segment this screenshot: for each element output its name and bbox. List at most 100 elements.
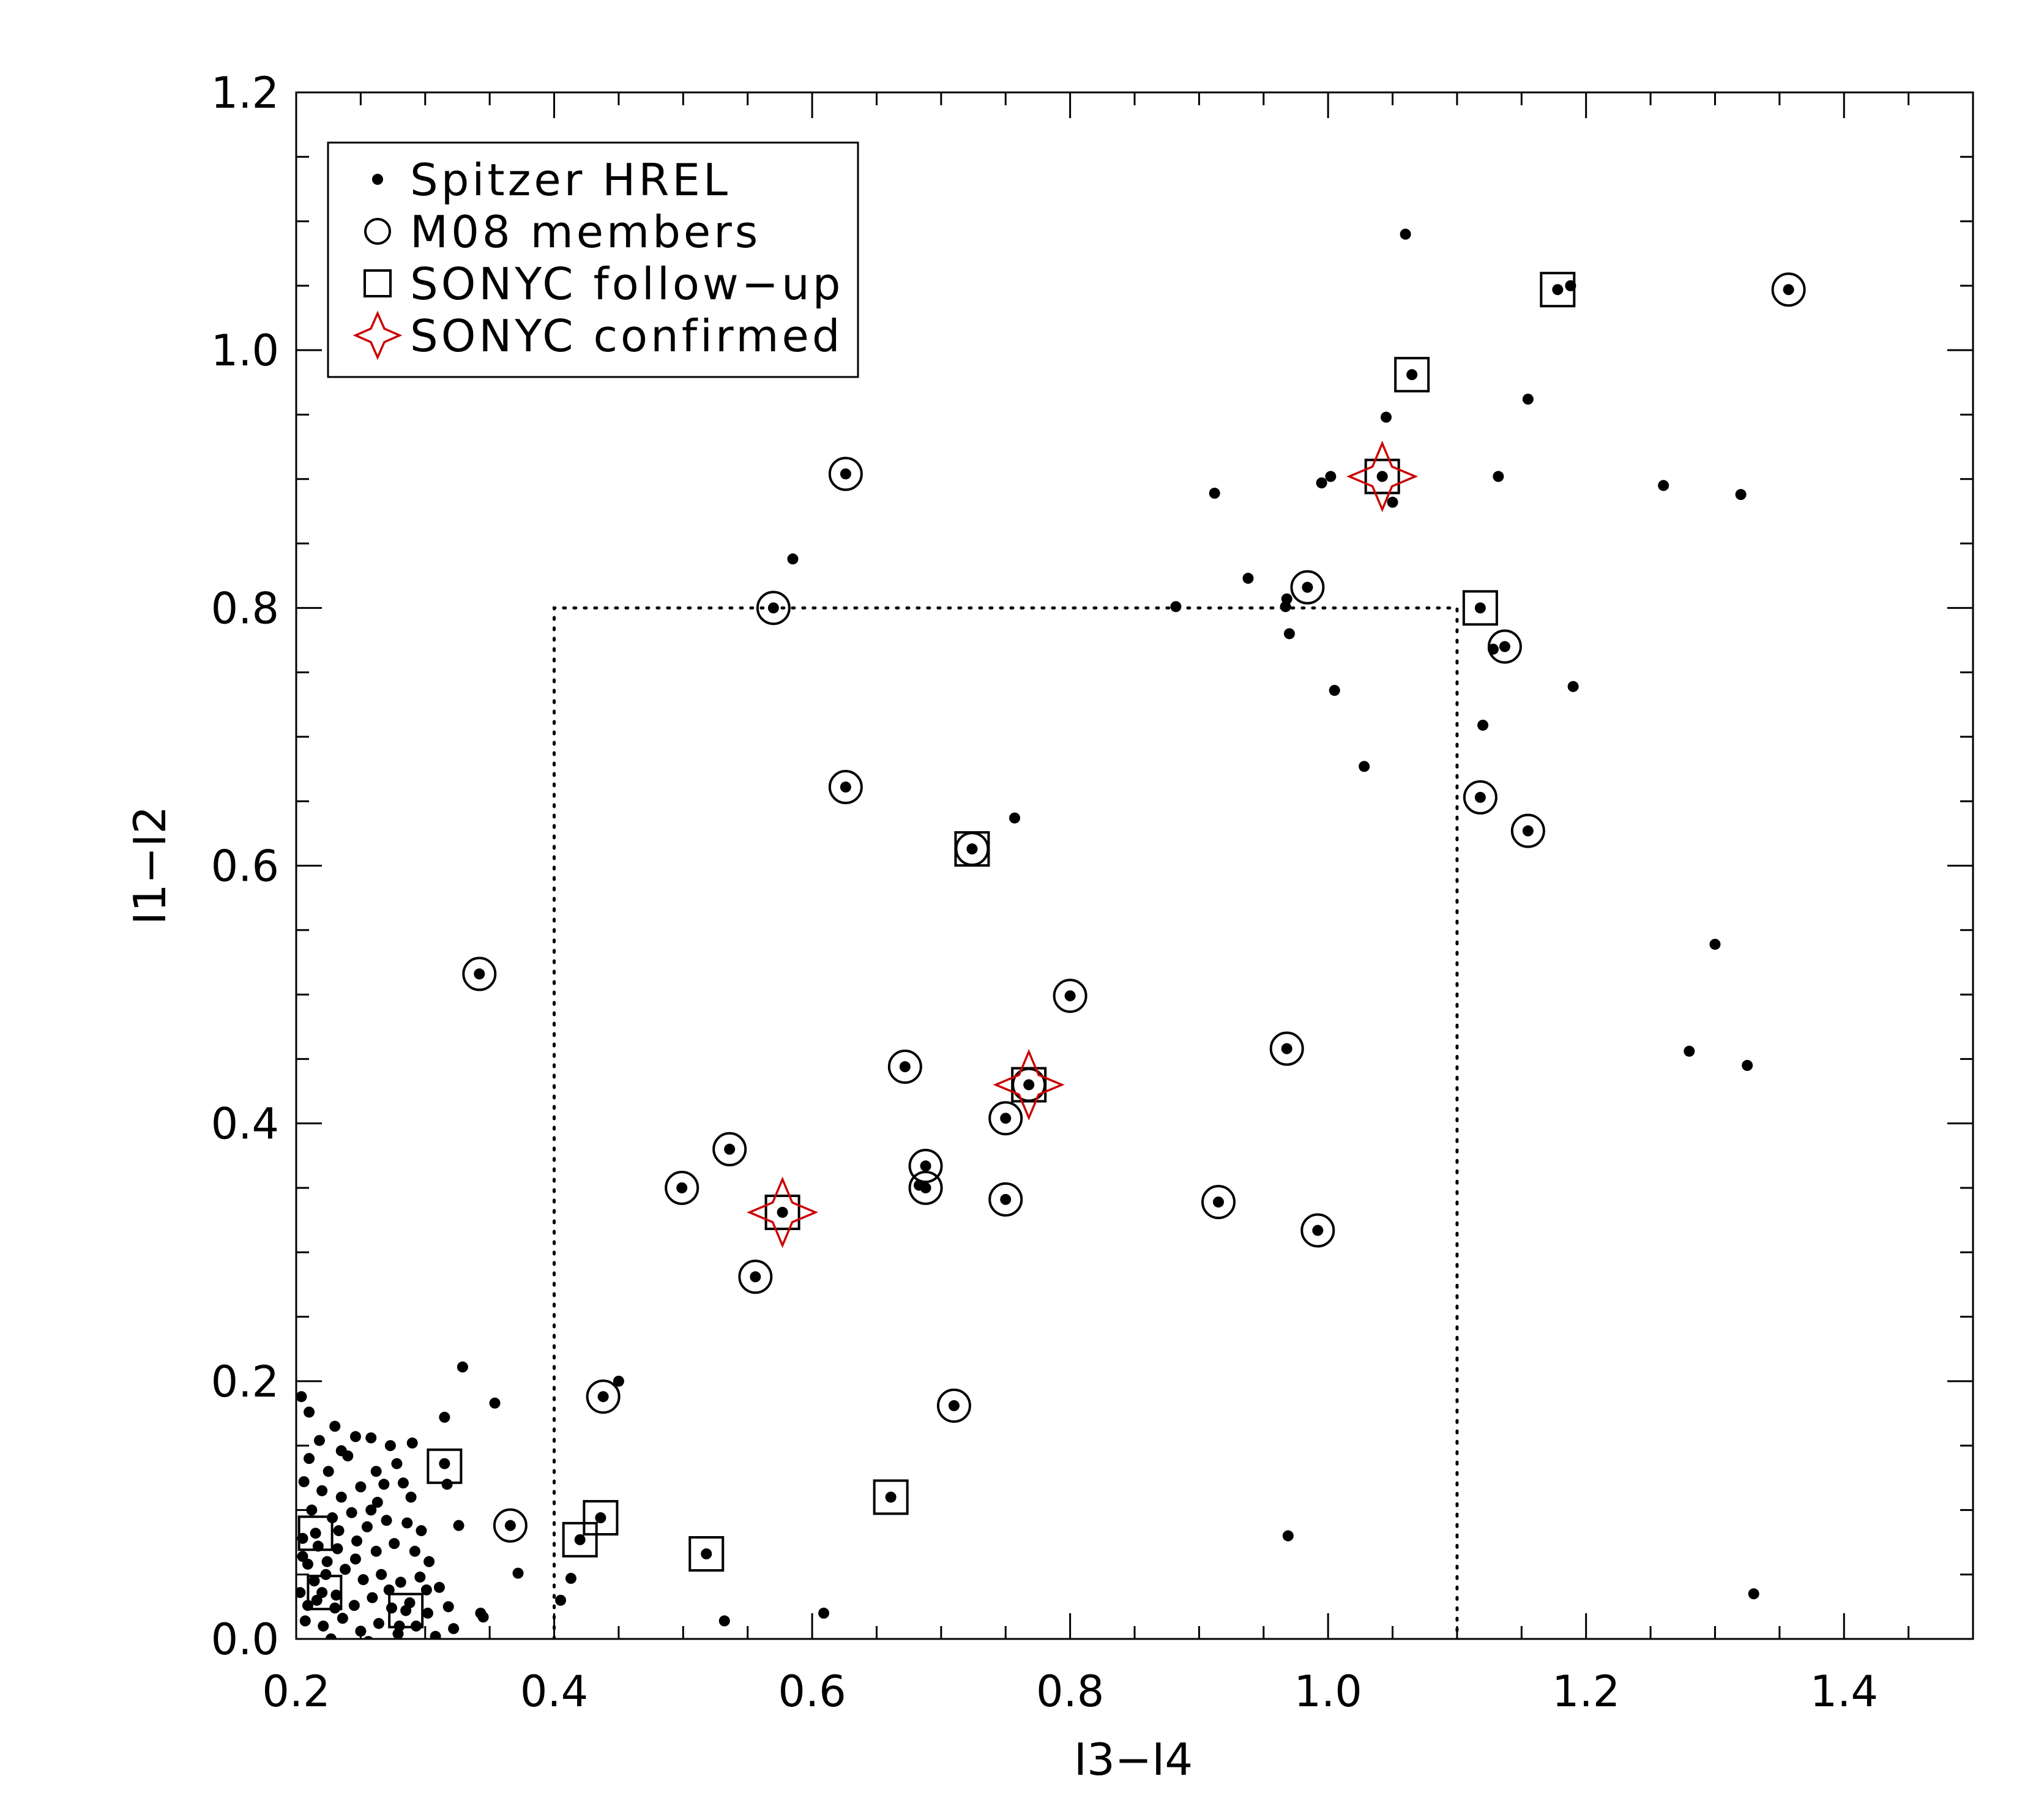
dot-point-39 <box>1281 1043 1292 1054</box>
dot-point-96 <box>397 1477 409 1489</box>
dot-point-126 <box>422 1607 433 1619</box>
dot-point-147 <box>313 1435 325 1446</box>
square-point-14 <box>388 1592 424 1629</box>
plot-marks <box>296 228 1806 1652</box>
circle-point-2 <box>1290 570 1325 605</box>
dot-point-82 <box>349 1431 361 1442</box>
dot-point-149 <box>416 1525 427 1537</box>
dot-point-130 <box>337 1613 348 1624</box>
dot-point-68 <box>701 1548 712 1560</box>
circle-point-10 <box>1053 979 1087 1013</box>
dot-point-69 <box>512 1567 524 1579</box>
square-point-5 <box>1011 1067 1047 1103</box>
dot-point-44 <box>1000 1113 1012 1124</box>
dot-point-118 <box>433 1581 445 1593</box>
dot-point-17 <box>1242 572 1254 584</box>
circle-point-25 <box>493 1508 528 1543</box>
dot-point-102 <box>401 1517 413 1529</box>
circle-point-12 <box>887 1050 922 1084</box>
series-square <box>297 272 1576 1629</box>
x-tick-label: 1.0 <box>1294 1666 1362 1717</box>
series-dot <box>296 228 1794 1652</box>
dot-point-72 <box>818 1607 830 1619</box>
dot-point-143 <box>316 1587 328 1599</box>
x-axis-label: I3−I4 <box>1074 1734 1193 1785</box>
circle-point-23 <box>586 1379 621 1414</box>
circle-point-4 <box>1487 629 1522 664</box>
dot-point-89 <box>370 1466 382 1477</box>
square-point-1 <box>1394 357 1430 393</box>
dot-point-78 <box>1596 1641 1607 1652</box>
dot-point-54 <box>750 1271 761 1283</box>
dot-point-146 <box>439 1458 450 1469</box>
dot-point-119 <box>296 1587 306 1599</box>
dot-point-117 <box>414 1571 426 1583</box>
x-tick-label: 0.2 <box>262 1666 330 1717</box>
dot-point-77 <box>1748 1588 1759 1600</box>
dot-point-58 <box>489 1397 501 1409</box>
series-star4 <box>747 441 1419 1248</box>
dot-point-1 <box>1552 284 1564 296</box>
dot-point-93 <box>335 1491 347 1503</box>
dot-point-61 <box>441 1479 453 1490</box>
dot-point-16 <box>787 553 799 565</box>
y-tick-label: 1.0 <box>211 326 279 376</box>
dot-point-92 <box>316 1485 328 1496</box>
circle-point-7 <box>1510 813 1545 848</box>
circle-point-24 <box>936 1388 971 1423</box>
dot-point-60 <box>439 1411 450 1423</box>
dot-point-55 <box>613 1375 624 1387</box>
dot-point-13 <box>1376 471 1388 482</box>
dot-point-22 <box>767 602 779 614</box>
square-point-4 <box>954 831 990 867</box>
dot-point-94 <box>355 1481 367 1493</box>
legend-dot-icon <box>372 174 383 185</box>
dot-point-27 <box>1567 681 1579 692</box>
star4-point-1 <box>993 1048 1065 1121</box>
dot-point-142 <box>310 1528 321 1539</box>
dot-point-41 <box>1742 1059 1753 1071</box>
circle-point-18 <box>665 1170 699 1205</box>
dot-point-136 <box>448 1623 460 1635</box>
square-point-10 <box>562 1521 598 1558</box>
square-point-3 <box>1462 590 1498 626</box>
dot-point-43 <box>1023 1079 1035 1091</box>
dot-point-67 <box>1282 1530 1294 1542</box>
dot-point-155 <box>405 1491 417 1503</box>
circle-point-9 <box>462 957 497 991</box>
square-point-11 <box>688 1536 725 1572</box>
dot-point-21 <box>1170 601 1182 613</box>
dot-point-101 <box>381 1515 392 1526</box>
dot-point-109 <box>409 1545 420 1557</box>
x-tick-label: 0.4 <box>520 1666 588 1717</box>
dot-point-95 <box>378 1479 390 1490</box>
dot-point-139 <box>345 1640 356 1651</box>
square-point-9 <box>583 1500 619 1536</box>
dot-point-8 <box>1658 480 1669 491</box>
dot-point-138 <box>325 1633 337 1639</box>
dot-point-35 <box>966 843 978 855</box>
dot-point-40 <box>1684 1045 1695 1057</box>
dot-point-59 <box>457 1361 468 1373</box>
dot-point-107 <box>370 1545 382 1557</box>
dot-point-71 <box>555 1594 567 1606</box>
dot-point-10 <box>1209 487 1220 499</box>
dot-point-19 <box>1280 601 1291 613</box>
dot-point-6 <box>1381 411 1392 423</box>
dot-point-86 <box>304 1453 315 1465</box>
dot-point-42 <box>899 1061 911 1073</box>
dot-point-148 <box>371 1496 383 1508</box>
circle-point-16 <box>908 1149 943 1184</box>
dot-point-122 <box>348 1600 360 1611</box>
circle-point-5 <box>828 770 863 805</box>
dot-point-52 <box>777 1206 788 1218</box>
dot-point-105 <box>332 1543 343 1554</box>
dot-point-153 <box>321 1556 333 1567</box>
series-circle <box>462 272 1806 1543</box>
dot-point-0 <box>1400 228 1411 240</box>
dot-point-108 <box>389 1538 400 1550</box>
circle-point-19 <box>988 1182 1023 1217</box>
dot-point-76 <box>671 1638 675 1639</box>
dot-point-28 <box>1329 685 1340 696</box>
